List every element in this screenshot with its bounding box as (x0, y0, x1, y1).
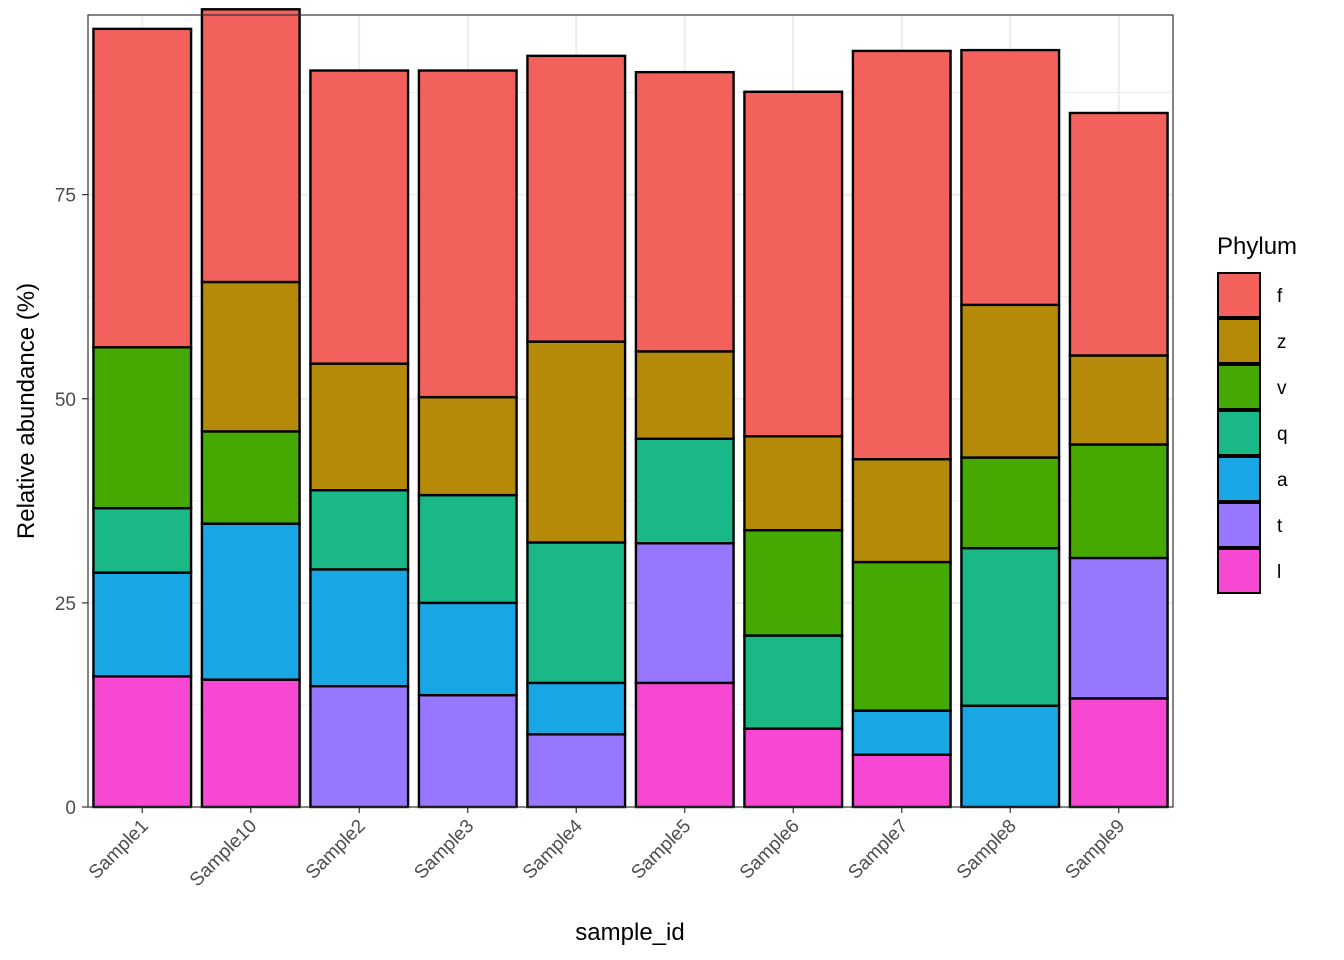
y-tick-label: 75 (55, 186, 76, 207)
x-tick-label: Sample3 (410, 816, 478, 884)
legend-label-v: v (1277, 378, 1287, 399)
legend-key-a (1217, 456, 1261, 502)
x-tick-label: Sample8 (953, 816, 1021, 884)
bar-segment-sample6-v (743, 529, 844, 637)
bar-segment-sample3-z (417, 395, 518, 497)
legend-title: Phylum (1217, 233, 1297, 260)
bar-segment-sample1-l (92, 675, 193, 809)
bar-segment-sample9-v (1068, 443, 1169, 560)
bar-segment-sample7-z (851, 457, 952, 564)
bar-segment-sample7-f (851, 49, 952, 461)
bar-segment-sample8-q (960, 546, 1061, 707)
bar-segment-sample4-q (526, 541, 627, 685)
bar-segment-sample8-v (960, 456, 1061, 550)
bar-segment-sample10-a (200, 522, 301, 681)
bar-segment-sample7-l (851, 753, 952, 809)
x-tick-label: Sample4 (519, 815, 587, 883)
x-tick-label: Sample10 (186, 816, 261, 891)
x-tick-label: Sample2 (302, 816, 370, 884)
bar-segment-sample5-f (634, 70, 735, 353)
bars-layer (92, 8, 1169, 809)
y-tick-label: 0 (65, 798, 76, 819)
legend-key-q (1217, 410, 1261, 456)
plot-panel-border (87, 14, 1174, 808)
bar-segment-sample6-f (743, 90, 844, 438)
x-tick-label: Sample9 (1061, 816, 1129, 884)
y-axis-title: Relative abundance (%) (13, 283, 40, 539)
bar-segment-sample9-l (1068, 697, 1169, 809)
bar-segment-sample5-l (634, 681, 735, 809)
y-tick-label: 50 (55, 390, 76, 411)
legend-items: f z v q a t l (1217, 272, 1288, 594)
bar-segment-sample2-q (309, 489, 410, 571)
x-tick-label: Sample1 (85, 816, 153, 884)
bar-segment-sample2-z (309, 362, 410, 492)
bar-segment-sample1-v (92, 346, 193, 510)
bar-segment-sample4-t (526, 733, 627, 809)
x-tick-label: Sample6 (736, 816, 804, 884)
bar-segment-sample9-t (1068, 556, 1169, 700)
bar-segment-sample5-q (634, 437, 735, 545)
legend-key-v (1217, 364, 1261, 410)
bar-segment-sample2-f (309, 69, 410, 365)
legend-label-q: q (1277, 424, 1288, 445)
bar-segment-sample8-z (960, 303, 1061, 459)
bar-segment-sample5-t (634, 542, 735, 685)
bar-segment-sample6-l (743, 727, 844, 809)
bar-segment-sample8-f (960, 48, 1061, 307)
legend-label-a: a (1277, 470, 1288, 491)
bar-segment-sample4-a (526, 681, 627, 736)
bar-segment-sample10-z (200, 280, 301, 433)
bar-segment-sample1-f (92, 27, 193, 349)
bar-segment-sample2-a (309, 568, 410, 688)
bar-segment-sample7-a (851, 709, 952, 756)
bar-segment-sample3-a (417, 601, 518, 697)
bar-segment-sample7-v (851, 560, 952, 712)
x-tick-label: Sample7 (844, 816, 912, 884)
bar-segment-sample1-q (92, 506, 193, 574)
legend: Phylum f z v q a t l (1217, 233, 1297, 594)
legend-key-l (1217, 548, 1261, 594)
bar-segment-sample4-z (526, 340, 627, 544)
bar-segment-sample3-t (417, 693, 518, 809)
bar-segment-sample10-l (200, 678, 301, 809)
legend-label-f: f (1277, 286, 1283, 307)
y-tick-label: 25 (55, 594, 76, 615)
bar-segment-sample2-t (309, 684, 410, 809)
bar-segment-sample9-z (1068, 354, 1169, 446)
x-axis-title: sample_id (575, 919, 684, 946)
legend-key-t (1217, 502, 1261, 548)
bar-segment-sample3-q (417, 493, 518, 605)
legend-key-f (1217, 272, 1261, 318)
bar-segment-sample4-f (526, 54, 627, 343)
legend-label-l: l (1277, 562, 1281, 583)
bar-segment-sample3-f (417, 69, 518, 399)
bar-segment-sample6-z (743, 435, 844, 532)
bar-segment-sample8-a (960, 704, 1061, 809)
bar-segment-sample1-a (92, 571, 193, 678)
legend-key-z (1217, 318, 1261, 364)
legend-label-z: z (1277, 332, 1287, 353)
legend-label-t: t (1277, 516, 1283, 537)
bar-segment-sample10-v (200, 430, 301, 525)
bar-segment-sample6-q (743, 634, 844, 730)
x-tick-label: Sample5 (627, 816, 695, 884)
bar-segment-sample5-z (634, 350, 735, 440)
bar-segment-sample9-f (1068, 111, 1169, 357)
bar-segment-sample10-f (200, 8, 301, 284)
